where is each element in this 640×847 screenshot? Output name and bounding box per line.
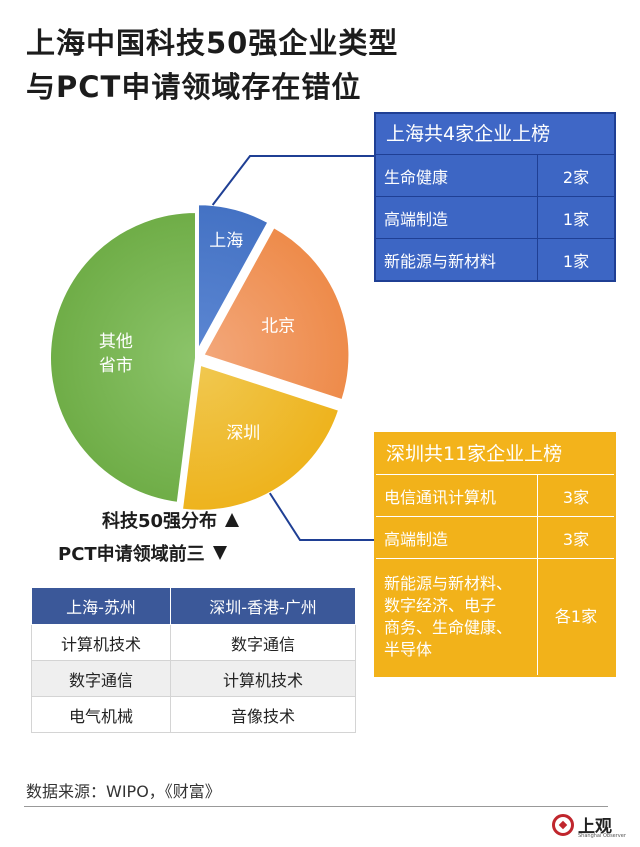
table-cell: 数字通信	[169, 624, 357, 661]
brand-logo: 上观 Shanghai Observer	[552, 814, 626, 840]
table-row: 电气机械 音像技术	[31, 696, 357, 733]
page-title-line-1: 上海中国科技50强企业类型	[26, 26, 399, 60]
field-cell: 高端制造	[376, 516, 538, 559]
legend-down: PCT申请领域前三	[58, 540, 227, 566]
column-header: 深圳-香港-广州	[169, 587, 357, 625]
slice-label: 深圳	[226, 424, 260, 444]
pie-slice	[49, 210, 197, 504]
table-row: 高端制造 3家	[376, 516, 614, 559]
legend-up-label: 科技50强分布	[102, 511, 218, 532]
field-cell: 生命健康	[376, 154, 538, 197]
count-cell: 各1家	[537, 558, 614, 675]
logo-text: 上观	[578, 817, 612, 837]
shanghai-connector-line	[211, 155, 374, 206]
legend-up: 科技50强分布	[102, 507, 240, 533]
count-cell: 2家	[537, 154, 614, 197]
table-row: 新能源与新材料、 数字经济、电子 商务、生命健康、 半导体 各1家	[376, 558, 614, 675]
table-cell: 电气机械	[31, 696, 171, 733]
table-cell: 音像技术	[169, 696, 357, 733]
table-header-row: 上海-苏州 深圳-香港-广州	[31, 587, 357, 625]
shenzhen-panel-table: 电信通讯计算机 3家 高端制造 3家 新能源与新材料、 数字经济、电子 商务、生…	[376, 474, 614, 675]
table-cell: 计算机技术	[169, 660, 357, 697]
table-cell: 数字通信	[31, 660, 171, 697]
shanghai-panel-table: 生命健康 2家 高端制造 1家 新能源与新材料 1家	[376, 154, 614, 280]
field-cell: 新能源与新材料	[376, 238, 538, 280]
arrow-down-icon	[212, 546, 227, 560]
column-header: 上海-苏州	[31, 587, 171, 625]
slice-label: 省市	[99, 356, 133, 376]
count-cell: 3家	[537, 474, 614, 517]
count-cell: 1家	[537, 238, 614, 280]
logo-subtext: Shanghai Observer	[578, 833, 626, 839]
shanghai-panel: 上海共4家企业上榜 生命健康 2家 高端制造 1家 新能源与新材料 1家	[374, 112, 616, 282]
count-cell: 3家	[537, 516, 614, 559]
logo-mark-icon	[552, 814, 574, 836]
shenzhen-panel: 深圳共11家企业上榜 电信通讯计算机 3家 高端制造 3家 新能源与新材料、 数…	[374, 432, 616, 677]
pie-slice	[201, 225, 351, 402]
table-row: 新能源与新材料 1家	[376, 238, 614, 280]
table-row: 生命健康 2家	[376, 154, 614, 197]
count-cell: 1家	[537, 196, 614, 239]
pie-slice	[196, 203, 270, 351]
page-title-line-2: 与PCT申请领域存在错位	[26, 70, 362, 104]
legend-down-label: PCT申请领域前三	[58, 544, 205, 565]
table-row: 电信通讯计算机 3家	[376, 474, 614, 517]
footer-divider	[24, 806, 608, 807]
table-row: 高端制造 1家	[376, 196, 614, 239]
slice-label: 上海	[209, 231, 243, 251]
field-cell: 高端制造	[376, 196, 538, 239]
pct-compare-table: 上海-苏州 深圳-香港-广州 计算机技术 数字通信 数字通信 计算机技术 电气机…	[31, 587, 357, 733]
field-cell: 电信通讯计算机	[376, 474, 538, 517]
shenzhen-panel-header: 深圳共11家企业上榜	[376, 434, 614, 474]
pie-slice	[180, 363, 341, 512]
table-row: 数字通信 计算机技术	[31, 660, 357, 697]
arrow-up-icon	[225, 513, 240, 527]
shenzhen-connector-line	[268, 492, 374, 541]
slice-label: 北京	[261, 316, 295, 336]
field-cell: 新能源与新材料、 数字经济、电子 商务、生命健康、 半导体	[376, 558, 538, 675]
table-cell: 计算机技术	[31, 624, 171, 661]
slice-label: 其他	[99, 332, 133, 352]
shanghai-panel-header: 上海共4家企业上榜	[376, 114, 614, 154]
table-row: 计算机技术 数字通信	[31, 624, 357, 661]
source-note: 数据来源：WIPO，《财富》	[26, 782, 221, 801]
